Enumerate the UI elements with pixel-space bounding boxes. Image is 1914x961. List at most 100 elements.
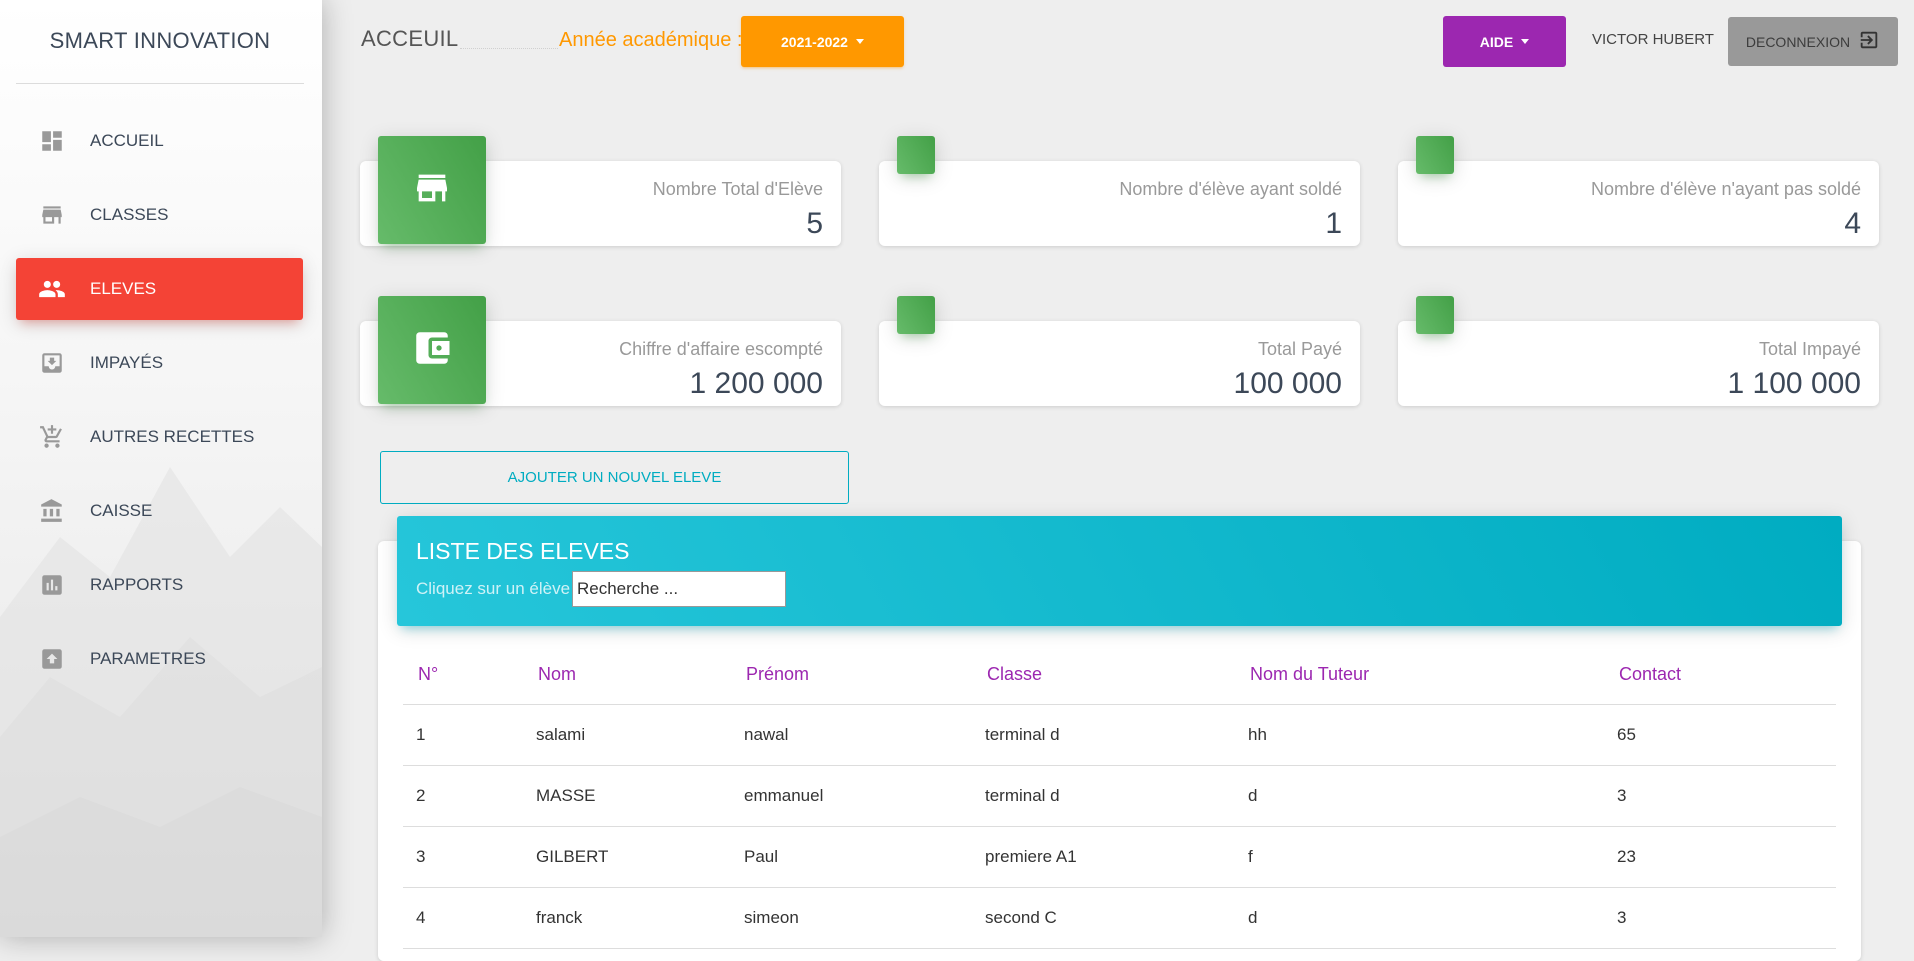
cell-number: 3 (403, 826, 523, 888)
cell-tutor: hh (1235, 704, 1604, 766)
cell-firstname: Paul (731, 826, 972, 888)
stat-card-total-paid: Total Payé 100 000 (879, 296, 1360, 406)
stat-value: 1 200 000 (689, 367, 823, 400)
cell-class: terminal d (972, 765, 1235, 827)
sidebar-item-label: CLASSES (90, 205, 169, 224)
stat-card-expected-revenue: Chiffre d'affaire escompté 1 200 000 (360, 296, 841, 406)
stat-card-paid-students: Nombre d'élève ayant soldé 1 (879, 136, 1360, 246)
sidebar-item-label: RAPPORTS (90, 575, 184, 594)
card-icon-badge (1416, 136, 1454, 174)
brand-title[interactable]: SMART INNOVATION (16, 20, 304, 84)
stat-value: 5 (806, 207, 823, 240)
cell-number: 4 (403, 887, 523, 949)
year-select-value: 2021-2022 (781, 33, 848, 50)
table-row[interactable]: 2 MASSE emmanuel terminal d d 3 (403, 765, 1836, 827)
sidebar-item-impayes[interactable]: IMPAYÉS (16, 332, 303, 394)
sidebar: SMART INNOVATION ACCUEIL CLASSES ELEVES … (0, 0, 322, 937)
store-icon (36, 199, 68, 231)
students-table: N° Nom Prénom Classe Nom du Tuteur Conta… (403, 645, 1836, 949)
sidebar-item-classes[interactable]: CLASSES (16, 184, 303, 246)
search-input[interactable] (572, 571, 786, 607)
table-row[interactable]: 4 franck simeon second C d 3 (403, 887, 1836, 949)
cell-class: second C (972, 887, 1235, 949)
column-header-class[interactable]: Classe (972, 645, 1235, 705)
stat-label: Total Payé (1257, 339, 1342, 359)
card-icon-badge (378, 136, 486, 244)
card-icon-badge (897, 136, 935, 174)
column-header-number[interactable]: N° (403, 645, 523, 705)
year-label: Année académique : (559, 29, 743, 51)
stat-card-total-unpaid: Total Impayé 1 100 000 (1398, 296, 1879, 406)
sidebar-item-rapports[interactable]: RAPPORTS (16, 554, 303, 616)
sidebar-item-caisse[interactable]: CAISSE (16, 480, 303, 542)
cell-tutor: d (1235, 765, 1604, 827)
table-header-row: N° Nom Prénom Classe Nom du Tuteur Conta… (403, 645, 1836, 705)
settings-box-icon (36, 643, 68, 675)
student-list-subtitle: Cliquez sur un élève (416, 579, 571, 598)
sidebar-nav: ACCUEIL CLASSES ELEVES IMPAYÉS AUTRES RE… (16, 110, 303, 702)
stat-label: Total Impayé (1758, 339, 1861, 359)
sidebar-item-label: CAISSE (90, 501, 153, 520)
cell-tutor: f (1235, 826, 1604, 888)
card-icon-badge (378, 296, 486, 404)
exit-icon (1858, 29, 1880, 54)
card-icon-badge (1416, 296, 1454, 334)
add-student-button[interactable]: AJOUTER UN NOUVEL ELEVE (380, 451, 849, 504)
column-header-firstname[interactable]: Prénom (731, 645, 972, 705)
logout-button[interactable]: DECONNEXION (1728, 17, 1898, 66)
stat-value: 1 100 000 (1727, 367, 1861, 400)
sidebar-item-parametres[interactable]: PARAMETRES (16, 628, 303, 690)
cell-number: 1 (403, 704, 523, 766)
sidebar-item-label: ACCUEIL (90, 131, 164, 150)
student-list-header: LISTE DES ELEVES Cliquez sur un élève (397, 516, 1842, 626)
bar-chart-icon (36, 569, 68, 601)
year-select-button[interactable]: 2021-2022 (741, 16, 904, 67)
student-list-title: LISTE DES ELEVES (416, 538, 630, 564)
dashboard-icon (36, 125, 68, 157)
sidebar-item-label: ELEVES (90, 279, 157, 298)
cell-contact: 65 (1604, 704, 1836, 766)
cell-name: salami (523, 704, 731, 766)
cell-contact: 3 (1604, 887, 1836, 949)
sidebar-item-label: PARAMETRES (90, 649, 206, 668)
table-row[interactable]: 1 salami nawal terminal d hh 65 (403, 704, 1836, 766)
inbox-icon (36, 347, 68, 379)
stat-label: Nombre Total d'Elève (652, 179, 823, 199)
cell-name: GILBERT (523, 826, 731, 888)
table-row[interactable]: 3 GILBERT Paul premiere A1 f 23 (403, 826, 1836, 888)
sidebar-item-eleves[interactable]: ELEVES (16, 258, 303, 320)
cell-class: terminal d (972, 704, 1235, 766)
bank-icon (36, 495, 68, 527)
sidebar-item-accueil[interactable]: ACCUEIL (16, 110, 303, 172)
cell-number: 2 (403, 765, 523, 827)
column-header-contact[interactable]: Contact (1604, 645, 1836, 705)
stat-card-unpaid-students: Nombre d'élève n'ayant pas soldé 4 (1398, 136, 1879, 246)
caret-down-icon (855, 39, 864, 44)
stat-label: Chiffre d'affaire escompté (619, 339, 823, 359)
cell-contact: 3 (1604, 765, 1836, 827)
sidebar-item-label: IMPAYÉS (90, 353, 164, 372)
wallet-icon (411, 327, 453, 374)
cell-firstname: emmanuel (731, 765, 972, 827)
page-title[interactable]: ACCEUIL (361, 26, 459, 51)
sidebar-item-autres-recettes[interactable]: AUTRES RECETTES (16, 406, 303, 468)
cell-name: franck (523, 887, 731, 949)
cell-firstname: simeon (731, 887, 972, 949)
cell-firstname: nawal (731, 704, 972, 766)
card-icon-badge (897, 296, 935, 334)
cell-contact: 23 (1604, 826, 1836, 888)
sidebar-item-label: AUTRES RECETTES (90, 427, 255, 446)
stat-value: 100 000 (1233, 367, 1342, 400)
logout-label: DECONNEXION (1745, 33, 1851, 50)
divider (460, 48, 558, 49)
column-header-name[interactable]: Nom (523, 645, 731, 705)
help-button[interactable]: AIDE (1443, 16, 1566, 67)
user-name[interactable]: VICTOR HUBERT (1592, 31, 1714, 48)
stat-label: Nombre d'élève ayant soldé (1119, 179, 1342, 199)
column-header-tutor[interactable]: Nom du Tuteur (1235, 645, 1604, 705)
caret-down-icon (1521, 39, 1530, 44)
stat-value: 4 (1844, 207, 1861, 240)
stat-value: 1 (1325, 207, 1342, 240)
people-icon (36, 273, 68, 305)
help-label: AIDE (1479, 33, 1514, 50)
